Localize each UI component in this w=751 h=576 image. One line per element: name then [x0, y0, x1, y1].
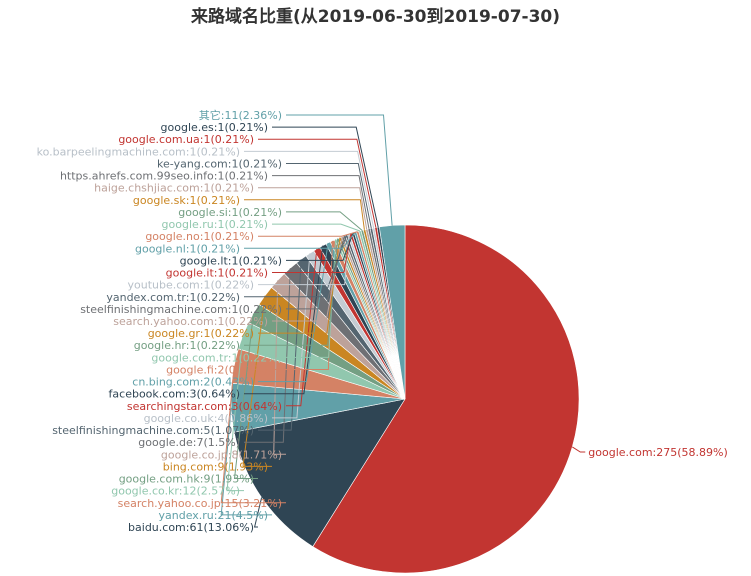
pie-slices: [230, 224, 580, 574]
slice-label-2: yandex.ru:21(4.5%): [158, 509, 268, 522]
slice-label-28: google.sk:1(0.21%): [133, 194, 240, 207]
slice-label-5: google.com.hk:9(1.93%): [119, 473, 254, 486]
slice-label-4: google.co.kr:12(2.57%): [111, 485, 240, 498]
slice-label-13: cn.bing.com:2(0.43%): [132, 376, 254, 389]
leader-line-23: [286, 232, 354, 261]
slice-label-24: google.nl:1(0.21%): [135, 242, 240, 255]
leader-line-11: [286, 248, 318, 407]
leader-line-32: [244, 150, 375, 229]
leader-line-12: [244, 245, 324, 395]
slice-label-17: google.gr:1(0.22%): [148, 327, 254, 340]
chart-title: 来路域名比重(从2019-06-30到2019-07-30): [190, 7, 561, 27]
leader-line-28: [244, 199, 365, 230]
leader-line-9: [258, 259, 302, 431]
leader-line-10: [272, 253, 311, 419]
leader-line-33: [258, 138, 377, 228]
slice-label-30: https.ahrefs.com.99seo.info:1(0.21%): [60, 170, 268, 183]
slice-label-22: google.it:1(0.21%): [166, 267, 268, 280]
slice-label-19: steelfinishingmachine.com:1(0.22%): [80, 303, 282, 316]
slice-label-3: search.yahoo.co.jp:15(3.21%): [118, 497, 282, 510]
slice-label-31: ke-yang.com:1(0.21%): [157, 158, 282, 171]
slice-label-9: steelfinishingmachine.com:5(1.07%): [52, 424, 254, 437]
leader-line-5: [233, 313, 258, 479]
slice-labels: google.com:275(58.89%) baidu.com:61(13.06…: [37, 108, 728, 534]
leader-line-4: [226, 335, 244, 492]
leader-line-35: [286, 114, 393, 226]
slice-label-16: google.hr:1(0.22%): [134, 339, 240, 352]
slice-label-8: google.de:7(1.5%): [138, 436, 240, 449]
slice-label-21: youtube.com:1(0.22%): [128, 279, 254, 292]
slice-label-0: google.com:275(58.89%): [588, 446, 727, 459]
slice-label-23: google.lt:1(0.21%): [180, 254, 282, 267]
slice-label-20: yandex.com.tr:1(0.22%): [106, 291, 240, 304]
slice-label-11: searchingstar.com:3(0.64%): [127, 400, 282, 413]
slice-label-35: 其它:11(2.36%): [199, 108, 282, 122]
pie-slice-0[interactable]: [312, 224, 580, 574]
slice-label-6: bing.com:9(1.93%): [163, 460, 268, 473]
leader-line-7: [273, 280, 286, 455]
leader-line-25: [258, 231, 358, 237]
slice-label-15: google.com.tr:1(0.22%): [151, 351, 282, 364]
pie-slice-1[interactable]: [233, 398, 406, 547]
leader-line-2: [220, 407, 272, 516]
leader-line-8: [244, 268, 291, 443]
slice-label-12: facebook.com:3(0.64%): [109, 388, 240, 401]
leader-line-1: [253, 497, 263, 528]
slice-label-14: google.fi:2(0.43%): [166, 364, 268, 377]
slice-label-10: google.co.uk:4(0.86%): [144, 412, 268, 425]
leader-line-3: [220, 365, 286, 504]
leader-line-34: [272, 126, 379, 228]
leader-line-27: [286, 211, 363, 231]
leader-line-14: [272, 240, 333, 370]
leader-line-29: [258, 187, 368, 230]
slice-label-32: ko.barpeelingmachine.com:1(0.21%): [37, 145, 240, 158]
leader-line-31: [286, 163, 372, 229]
leader-line-24: [244, 231, 356, 249]
slice-label-26: google.ru:1(0.21%): [162, 218, 268, 231]
slice-label-25: google.no:1(0.21%): [145, 230, 254, 243]
leader-line-20: [244, 234, 347, 298]
slice-label-33: google.com.ua:1(0.21%): [118, 133, 254, 146]
leader-line-13: [258, 242, 329, 383]
slice-label-27: google.si:1(0.21%): [178, 206, 282, 219]
slice-label-29: haige.chshjiac.com:1(0.21%): [94, 182, 254, 195]
slice-label-7: google.co.jp:8(1.71%): [161, 448, 282, 461]
leader-line-26: [272, 223, 361, 232]
label-leader-lines: [220, 114, 586, 528]
leader-line-0: [572, 446, 586, 453]
leader-line-30: [272, 175, 370, 229]
slice-label-34: google.es:1(0.21%): [161, 121, 268, 134]
leader-line-6: [242, 295, 272, 467]
slice-label-1: baidu.com:61(13.06%): [128, 521, 254, 534]
slice-label-18: search.yahoo.com:1(0.22%): [113, 315, 268, 328]
